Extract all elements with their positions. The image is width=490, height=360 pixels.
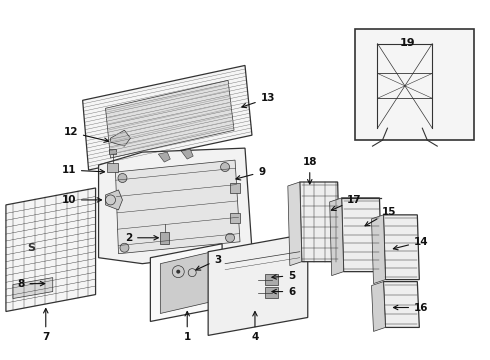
- Bar: [230, 213, 240, 223]
- Text: 14: 14: [393, 237, 429, 250]
- Text: 17: 17: [331, 195, 362, 211]
- Polygon shape: [83, 66, 252, 170]
- Circle shape: [120, 243, 129, 252]
- Polygon shape: [208, 234, 308, 336]
- Bar: [108, 149, 117, 154]
- Text: 18: 18: [302, 157, 317, 184]
- Text: 16: 16: [393, 302, 429, 312]
- Circle shape: [225, 233, 235, 242]
- Text: 4: 4: [251, 311, 259, 342]
- Text: S: S: [27, 243, 35, 253]
- Bar: [106, 163, 119, 172]
- Polygon shape: [371, 282, 386, 332]
- Text: 11: 11: [61, 165, 104, 175]
- Text: 7: 7: [42, 309, 49, 342]
- Polygon shape: [371, 215, 386, 284]
- Text: 15: 15: [365, 207, 397, 226]
- Polygon shape: [105, 80, 234, 158]
- Text: 9: 9: [236, 167, 266, 180]
- Polygon shape: [105, 190, 122, 210]
- Text: 1: 1: [184, 311, 191, 342]
- Polygon shape: [98, 148, 252, 264]
- Polygon shape: [288, 182, 302, 266]
- Bar: [355, 28, 474, 140]
- Bar: [265, 287, 278, 298]
- Polygon shape: [384, 215, 419, 280]
- Text: 5: 5: [272, 271, 295, 281]
- Polygon shape: [342, 198, 382, 272]
- Polygon shape: [160, 252, 212, 314]
- Polygon shape: [181, 149, 193, 159]
- Polygon shape: [13, 278, 53, 298]
- Polygon shape: [384, 282, 419, 328]
- Circle shape: [118, 174, 127, 183]
- Bar: [160, 232, 169, 244]
- Circle shape: [220, 163, 229, 171]
- Text: 13: 13: [242, 93, 275, 108]
- Text: 8: 8: [17, 279, 45, 289]
- Polygon shape: [150, 244, 222, 321]
- Polygon shape: [158, 152, 171, 162]
- Circle shape: [176, 270, 180, 274]
- Polygon shape: [330, 198, 343, 276]
- Polygon shape: [111, 130, 130, 146]
- Text: 10: 10: [61, 195, 101, 205]
- Polygon shape: [6, 188, 96, 311]
- Text: 2: 2: [125, 233, 158, 243]
- Text: 3: 3: [196, 255, 222, 270]
- Text: 12: 12: [63, 127, 109, 142]
- Text: 19: 19: [399, 37, 415, 48]
- Bar: [230, 183, 240, 193]
- Polygon shape: [300, 182, 340, 262]
- Bar: [265, 274, 278, 285]
- Text: 6: 6: [272, 287, 295, 297]
- Polygon shape: [116, 160, 240, 254]
